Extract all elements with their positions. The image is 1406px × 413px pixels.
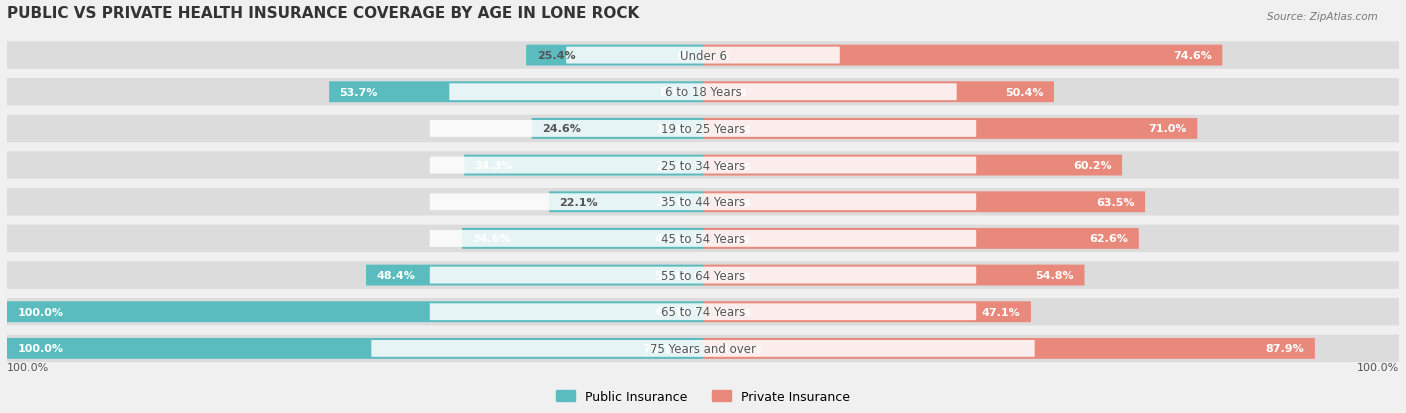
FancyBboxPatch shape — [7, 225, 1399, 252]
Text: 34.6%: 34.6% — [472, 234, 512, 244]
FancyBboxPatch shape — [567, 47, 839, 64]
FancyBboxPatch shape — [703, 338, 1315, 359]
Text: 63.5%: 63.5% — [1097, 197, 1135, 207]
Text: 100.0%: 100.0% — [1357, 362, 1399, 372]
Text: 87.9%: 87.9% — [1265, 344, 1305, 354]
FancyBboxPatch shape — [703, 82, 1054, 103]
Text: 6 to 18 Years: 6 to 18 Years — [659, 86, 747, 99]
FancyBboxPatch shape — [7, 115, 1399, 143]
Text: 45 to 54 Years: 45 to 54 Years — [655, 233, 751, 245]
Text: 35 to 44 Years: 35 to 44 Years — [661, 196, 745, 209]
FancyBboxPatch shape — [7, 79, 1399, 106]
FancyBboxPatch shape — [703, 301, 1031, 323]
FancyBboxPatch shape — [450, 84, 956, 101]
Text: 62.6%: 62.6% — [1090, 234, 1128, 244]
FancyBboxPatch shape — [7, 262, 1399, 289]
FancyBboxPatch shape — [526, 45, 703, 66]
FancyBboxPatch shape — [430, 230, 976, 247]
Text: 47.1%: 47.1% — [981, 307, 1021, 317]
FancyBboxPatch shape — [703, 155, 1122, 176]
Text: 34.3%: 34.3% — [475, 161, 513, 171]
FancyBboxPatch shape — [430, 121, 976, 138]
Text: 48.4%: 48.4% — [377, 271, 415, 280]
FancyBboxPatch shape — [703, 45, 1222, 66]
Text: 25.4%: 25.4% — [537, 51, 575, 61]
Text: 53.7%: 53.7% — [340, 88, 378, 97]
FancyBboxPatch shape — [430, 304, 976, 320]
FancyBboxPatch shape — [329, 82, 703, 103]
FancyBboxPatch shape — [7, 298, 1399, 326]
Text: 54.8%: 54.8% — [1035, 271, 1074, 280]
Text: 25 to 34 Years: 25 to 34 Years — [661, 159, 745, 172]
Text: 19 to 25 Years: 19 to 25 Years — [655, 123, 751, 135]
FancyBboxPatch shape — [7, 188, 1399, 216]
FancyBboxPatch shape — [7, 335, 1399, 362]
Text: 19 to 25 Years: 19 to 25 Years — [661, 123, 745, 135]
Text: 24.6%: 24.6% — [543, 124, 581, 134]
FancyBboxPatch shape — [531, 119, 703, 140]
Text: 45 to 54 Years: 45 to 54 Years — [661, 233, 745, 245]
Text: 6 to 18 Years: 6 to 18 Years — [665, 86, 741, 99]
Text: 55 to 64 Years: 55 to 64 Years — [661, 269, 745, 282]
Text: 25 to 34 Years: 25 to 34 Years — [655, 159, 751, 172]
Text: 100.0%: 100.0% — [17, 344, 63, 354]
Text: 100.0%: 100.0% — [7, 362, 49, 372]
Text: 71.0%: 71.0% — [1149, 124, 1187, 134]
Text: Under 6: Under 6 — [676, 50, 730, 62]
Text: 74.6%: 74.6% — [1173, 51, 1212, 61]
Text: PUBLIC VS PRIVATE HEALTH INSURANCE COVERAGE BY AGE IN LONE ROCK: PUBLIC VS PRIVATE HEALTH INSURANCE COVER… — [7, 6, 640, 21]
FancyBboxPatch shape — [703, 228, 1139, 249]
FancyBboxPatch shape — [464, 155, 703, 176]
FancyBboxPatch shape — [7, 301, 703, 323]
FancyBboxPatch shape — [7, 42, 1399, 70]
Text: 100.0%: 100.0% — [17, 307, 63, 317]
Text: 75 Years and over: 75 Years and over — [650, 342, 756, 355]
Text: 50.4%: 50.4% — [1005, 88, 1043, 97]
Text: 65 to 74 Years: 65 to 74 Years — [655, 306, 751, 318]
FancyBboxPatch shape — [703, 265, 1084, 286]
FancyBboxPatch shape — [703, 192, 1144, 213]
FancyBboxPatch shape — [430, 267, 976, 284]
Text: 35 to 44 Years: 35 to 44 Years — [655, 196, 751, 209]
FancyBboxPatch shape — [430, 157, 976, 174]
FancyBboxPatch shape — [703, 119, 1198, 140]
FancyBboxPatch shape — [366, 265, 703, 286]
FancyBboxPatch shape — [7, 338, 703, 359]
Text: 22.1%: 22.1% — [560, 197, 598, 207]
Text: 60.2%: 60.2% — [1073, 161, 1112, 171]
FancyBboxPatch shape — [371, 340, 1035, 357]
FancyBboxPatch shape — [463, 228, 703, 249]
Text: Under 6: Under 6 — [679, 50, 727, 62]
Text: Source: ZipAtlas.com: Source: ZipAtlas.com — [1267, 12, 1378, 22]
Legend: Public Insurance, Private Insurance: Public Insurance, Private Insurance — [550, 384, 856, 409]
Text: 55 to 64 Years: 55 to 64 Years — [655, 269, 751, 282]
FancyBboxPatch shape — [7, 152, 1399, 179]
Text: 75 Years and over: 75 Years and over — [644, 342, 762, 355]
Text: 65 to 74 Years: 65 to 74 Years — [661, 306, 745, 318]
FancyBboxPatch shape — [550, 192, 703, 213]
FancyBboxPatch shape — [430, 194, 976, 211]
